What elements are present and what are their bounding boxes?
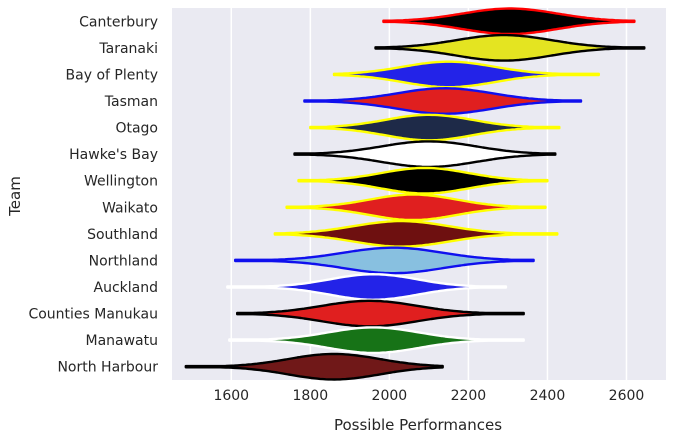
x-tick-label: 2200 [451, 388, 487, 404]
y-tick-label: Otago [115, 121, 158, 137]
violin-otago [309, 113, 561, 142]
violin-manawatu [228, 326, 525, 355]
y-tick-label: Manawatu [85, 333, 158, 349]
y-tick-label: Hawke's Bay [69, 147, 158, 163]
x-axis-label: Possible Performances [334, 416, 502, 434]
violins [184, 7, 646, 381]
y-tick-label: Northland [89, 253, 158, 269]
x-tick-label: 1800 [292, 388, 328, 404]
violin-southland [273, 219, 559, 248]
violin-taranaki [374, 33, 646, 62]
violin-bay-of-plenty [332, 60, 600, 89]
violin-north-harbour [184, 352, 444, 381]
y-tick-label: Waikato [102, 200, 158, 216]
violin-counties-manukau [236, 299, 525, 328]
y-tick-labels: Canterbury Taranaki Bay of Plenty Tasman Ota… [28, 14, 158, 375]
x-tick-label: 2600 [609, 388, 645, 404]
y-tick-label: North Harbour [57, 360, 158, 376]
y-tick-label: Tasman [104, 94, 158, 110]
violin-waikato [285, 193, 547, 222]
y-tick-label: Auckland [94, 280, 158, 296]
y-tick-label: Canterbury [79, 14, 158, 30]
x-tick-labels: 1600 1800 2000 2200 2400 2600 [213, 388, 644, 404]
violin-wellington [297, 166, 549, 195]
y-tick-label: Counties Manukau [28, 307, 158, 323]
y-tick-label: Southland [87, 227, 158, 243]
violin-tasman [303, 87, 583, 115]
y-axis-label: Team [6, 176, 24, 217]
x-tick-label: 2000 [372, 388, 408, 404]
x-tick-label: 2400 [530, 388, 566, 404]
y-tick-label: Bay of Plenty [66, 67, 158, 83]
violin-hawke-s-bay [293, 140, 557, 169]
y-tick-label: Wellington [84, 174, 158, 190]
x-tick-label: 1600 [213, 388, 249, 404]
violin-auckland [226, 273, 508, 301]
y-tick-label: Taranaki [98, 41, 158, 57]
violin-northland [234, 246, 535, 275]
violin-canterbury [382, 7, 636, 36]
